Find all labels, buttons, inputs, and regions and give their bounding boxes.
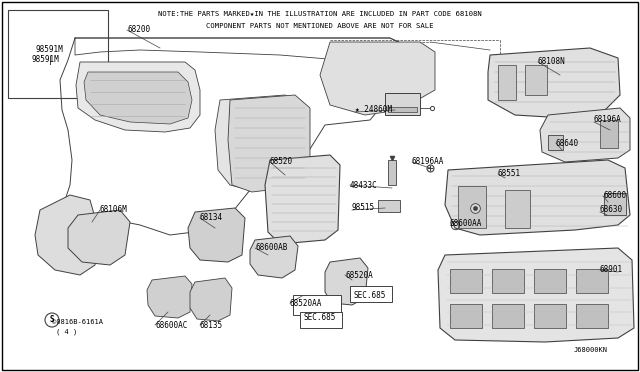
Text: 68200: 68200	[127, 26, 150, 35]
Bar	[350, 286, 392, 302]
Text: ( 4 ): ( 4 )	[56, 329, 77, 335]
Text: SEC.685: SEC.685	[303, 314, 335, 323]
Bar	[492, 304, 524, 328]
Text: ©0816B-6161A: ©0816B-6161A	[52, 319, 103, 325]
Bar	[385, 93, 420, 115]
Polygon shape	[84, 72, 192, 124]
Polygon shape	[35, 195, 100, 275]
Text: 68196AA: 68196AA	[412, 157, 444, 167]
Bar	[252, 108, 264, 130]
Bar	[534, 304, 566, 328]
Bar	[505, 190, 530, 228]
Bar	[576, 304, 608, 328]
Bar	[272, 108, 284, 130]
Text: 68520: 68520	[270, 157, 293, 167]
Bar	[14, 72, 102, 77]
Polygon shape	[488, 48, 620, 118]
Bar	[378, 200, 400, 212]
Bar	[498, 65, 516, 100]
Text: 68600: 68600	[603, 192, 626, 201]
Text: NOTE:THE PARTS MARKED★IN THE ILLUSTRATION ARE INCLUDED IN PART CODE 68108N: NOTE:THE PARTS MARKED★IN THE ILLUSTRATIO…	[158, 11, 482, 17]
Polygon shape	[76, 62, 200, 132]
Bar	[525, 65, 547, 95]
Bar	[534, 269, 566, 293]
Text: 68630: 68630	[600, 205, 623, 215]
Circle shape	[45, 313, 59, 327]
Polygon shape	[228, 95, 310, 192]
Text: ★ 24860M: ★ 24860M	[355, 106, 392, 115]
Text: 68520AA: 68520AA	[290, 298, 323, 308]
Polygon shape	[445, 160, 630, 235]
Bar	[388, 107, 417, 112]
Polygon shape	[68, 210, 130, 265]
Bar	[450, 304, 482, 328]
Polygon shape	[190, 278, 232, 321]
Text: 68520A: 68520A	[345, 270, 372, 279]
Text: 68600AC: 68600AC	[155, 321, 188, 330]
Bar	[14, 77, 102, 80]
Text: 68108N: 68108N	[538, 58, 566, 67]
Text: S: S	[50, 315, 54, 324]
Bar	[600, 120, 618, 148]
Bar	[492, 269, 524, 293]
Bar	[293, 295, 341, 315]
Text: 68901: 68901	[600, 266, 623, 275]
Bar	[14, 92, 102, 96]
Text: 68600AA: 68600AA	[450, 218, 483, 228]
Bar	[548, 135, 563, 150]
Bar	[14, 80, 102, 84]
Text: SEC.685: SEC.685	[353, 291, 385, 299]
Polygon shape	[188, 208, 245, 262]
Text: COMPONENT PARTS NOT MENTIONED ABOVE ARE NOT FOR SALE: COMPONENT PARTS NOT MENTIONED ABOVE ARE …	[206, 23, 434, 29]
Text: 98591M: 98591M	[32, 55, 60, 64]
Text: 68134: 68134	[200, 214, 223, 222]
Bar	[300, 312, 342, 328]
Bar	[229, 108, 241, 130]
Bar	[388, 160, 396, 185]
Polygon shape	[438, 248, 634, 342]
Bar	[458, 186, 486, 228]
Bar	[44, 60, 56, 68]
Text: J68000KN: J68000KN	[574, 347, 608, 353]
Text: 68106M: 68106M	[100, 205, 128, 215]
Text: 98591M: 98591M	[35, 45, 63, 55]
Polygon shape	[265, 155, 340, 244]
Polygon shape	[540, 108, 630, 162]
Text: 48433C: 48433C	[350, 180, 378, 189]
Text: 68640: 68640	[556, 138, 579, 148]
Text: 68135: 68135	[200, 321, 223, 330]
Bar	[450, 269, 482, 293]
Polygon shape	[250, 236, 298, 278]
Polygon shape	[320, 42, 435, 115]
Polygon shape	[147, 276, 192, 318]
Bar	[14, 84, 102, 87]
Text: 68196A: 68196A	[594, 115, 621, 125]
Bar	[8, 10, 108, 98]
Polygon shape	[215, 95, 300, 190]
Text: 98515: 98515	[352, 203, 375, 212]
Text: 68551: 68551	[498, 170, 521, 179]
Bar	[604, 193, 626, 215]
Bar	[14, 87, 102, 92]
Bar	[576, 269, 608, 293]
Text: 68600AB: 68600AB	[255, 244, 287, 253]
Polygon shape	[325, 258, 368, 305]
